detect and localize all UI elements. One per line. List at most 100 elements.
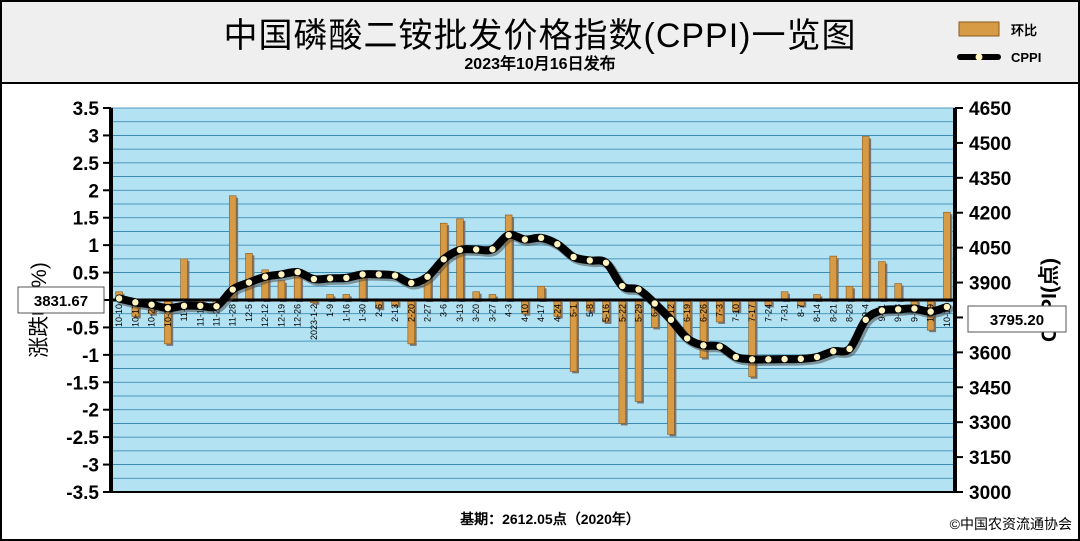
right-tick-label: 4050 <box>969 239 1011 260</box>
x-tick-label: 3-13 <box>455 304 465 322</box>
x-tick-label: 6-5 <box>650 304 660 317</box>
right-tick-label: 3000 <box>969 483 1011 504</box>
cppi-point <box>391 272 399 279</box>
end-value-label: 3795.20 <box>990 312 1044 329</box>
legend-line-label: CPPI <box>1011 50 1041 65</box>
x-tick-label: 5-22 <box>617 304 627 322</box>
base-period-note: 基期：2612.05点（2020年） <box>460 511 640 527</box>
cppi-point <box>424 273 431 280</box>
cppi-point <box>683 335 691 342</box>
right-tick-label: 4500 <box>969 134 1011 155</box>
x-tick-label: 12-5 <box>244 304 254 322</box>
right-tick-label: 3450 <box>969 378 1011 399</box>
zero-line <box>111 298 955 302</box>
cppi-point <box>602 259 610 266</box>
cppi-point <box>781 355 788 363</box>
cppi-point <box>375 271 383 278</box>
right-tick-label: 4350 <box>969 169 1011 190</box>
x-tick-label: 3-6 <box>439 304 449 317</box>
x-tick-label: 1-16 <box>341 304 351 322</box>
cppi-point <box>894 306 902 313</box>
bar-shadow <box>312 302 320 305</box>
cppi-point <box>635 286 642 293</box>
zero-axis-line <box>111 298 955 302</box>
bar <box>277 280 286 301</box>
x-tick-label: 5-16 <box>601 304 611 322</box>
x-tick-label: 10-17 <box>130 304 140 327</box>
right-tick-label: 4200 <box>969 204 1011 225</box>
right-tick-label: 3150 <box>969 448 1011 469</box>
left-tick-label: -2.5 <box>66 428 99 449</box>
chart-subtitle: 2023年10月16日发布 <box>464 56 616 73</box>
x-tick-label: 4-10 <box>520 304 530 322</box>
start-value-label: 3831.67 <box>34 293 88 310</box>
x-tick-label: 7-17 <box>747 304 757 322</box>
left-tick-label: -0.5 <box>66 318 99 339</box>
left-tick-label: -3.5 <box>66 483 99 504</box>
cppi-point <box>294 268 301 276</box>
x-tick-label: 10-24 <box>147 304 157 327</box>
x-tick-label: 6-19 <box>682 304 692 322</box>
cppi-point <box>667 316 675 323</box>
x-tick-label: 3-20 <box>471 304 481 322</box>
legend-bar-label: 环比 <box>1011 23 1037 38</box>
cppi-point <box>456 246 464 254</box>
cppi-point <box>878 307 886 314</box>
chart-header: 中国磷酸二铵批发价格指数(CPPI)一览图 2023年10月16日发布 <box>2 2 1078 84</box>
cppi-point <box>586 257 594 264</box>
x-tick-label: 10-31 <box>163 304 173 327</box>
cppi-point <box>115 295 123 302</box>
cppi-point <box>521 236 529 243</box>
cppi-point <box>359 271 366 278</box>
cppi-point <box>261 273 269 280</box>
cppi-point <box>716 343 723 350</box>
bar <box>456 218 464 301</box>
cppi-point <box>310 275 318 283</box>
cppi-point <box>927 308 934 315</box>
x-tick-label: 1-9 <box>325 304 335 317</box>
x-tick-label: 4-17 <box>536 304 546 322</box>
x-tick-label: 11-7 <box>179 304 189 321</box>
cppi-point <box>326 275 334 282</box>
bar <box>504 214 513 301</box>
right-tick-label: 3600 <box>969 343 1011 364</box>
cppi-point <box>278 271 285 278</box>
cppi-point <box>830 348 837 355</box>
x-tick-label: 11-28 <box>228 304 238 326</box>
cppi-point <box>148 301 155 308</box>
x-tick-label: 5-8 <box>585 304 595 317</box>
cppi-point <box>570 253 577 261</box>
bar <box>894 283 902 301</box>
left-tick-label: 2 <box>88 181 99 202</box>
x-tick-label: 6-26 <box>698 304 708 322</box>
right-tick-label: 3300 <box>969 413 1011 434</box>
cppi-line <box>115 230 951 364</box>
x-tick-label: 8-7 <box>796 304 806 317</box>
x-tick-label: 6-12 <box>666 304 676 322</box>
left-tick-label: -3 <box>82 456 99 477</box>
x-tick-label: 7-24 <box>763 304 773 322</box>
x-tick-label: 7-3 <box>715 304 725 317</box>
left-tick-label: 2.5 <box>73 154 100 175</box>
left-tick-label: 0.5 <box>73 264 100 285</box>
bar <box>537 285 545 301</box>
legend-bar-swatch <box>958 21 1000 37</box>
left-tick-label: -2 <box>82 401 99 422</box>
cppi-point <box>911 305 918 312</box>
left-tick-label: 3 <box>88 126 99 147</box>
cppi-point <box>619 282 626 290</box>
cppi-point <box>651 300 658 307</box>
x-tick-label: 2-6 <box>374 304 384 317</box>
bar <box>878 261 886 301</box>
x-tick-label: 2-20 <box>406 304 416 322</box>
end-value-callout: 3795.20 <box>967 305 1067 333</box>
cppi-point <box>245 279 253 286</box>
left-tick-labels: 3.5 3 2.5 2 1.5 1 0.5 -0.5 -1 -1.5 -2 -2.5 -3 -3.5 <box>66 99 111 504</box>
cppi-point <box>213 303 220 310</box>
cppi-point <box>343 274 350 282</box>
cppi-point <box>554 240 561 248</box>
cppi-point <box>132 299 139 306</box>
bar <box>845 285 854 301</box>
cppi-point <box>164 304 172 312</box>
